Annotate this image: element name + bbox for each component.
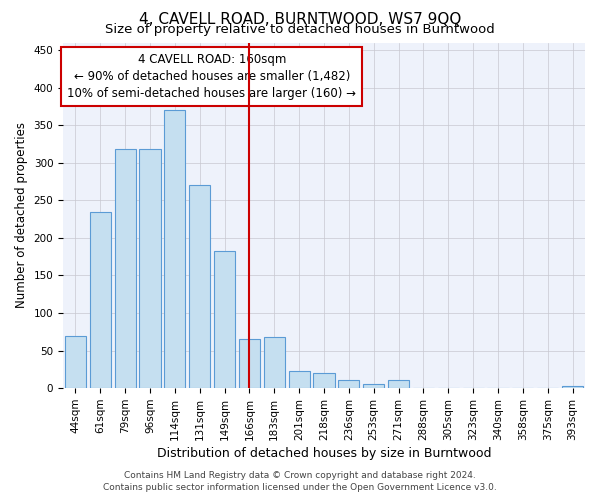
Bar: [139, 149, 161, 388]
Bar: [289, 371, 310, 388]
Bar: [388, 380, 409, 388]
Text: 4, CAVELL ROAD, BURNTWOOD, WS7 9QQ: 4, CAVELL ROAD, BURNTWOOD, WS7 9QQ: [139, 12, 461, 28]
Bar: [65, 336, 86, 388]
Bar: [239, 340, 260, 388]
Bar: [189, 186, 210, 388]
Text: 4 CAVELL ROAD: 160sqm
← 90% of detached houses are smaller (1,482)
10% of semi-d: 4 CAVELL ROAD: 160sqm ← 90% of detached …: [67, 53, 356, 100]
Bar: [164, 110, 185, 388]
Bar: [363, 384, 384, 388]
Bar: [90, 212, 111, 388]
Bar: [115, 149, 136, 388]
Text: Size of property relative to detached houses in Burntwood: Size of property relative to detached ho…: [105, 22, 495, 36]
Bar: [264, 337, 285, 388]
Y-axis label: Number of detached properties: Number of detached properties: [15, 122, 28, 308]
Text: Contains HM Land Registry data © Crown copyright and database right 2024.
Contai: Contains HM Land Registry data © Crown c…: [103, 471, 497, 492]
Bar: [338, 380, 359, 388]
Bar: [214, 250, 235, 388]
X-axis label: Distribution of detached houses by size in Burntwood: Distribution of detached houses by size …: [157, 447, 491, 460]
Bar: [313, 373, 335, 388]
Bar: [562, 386, 583, 388]
